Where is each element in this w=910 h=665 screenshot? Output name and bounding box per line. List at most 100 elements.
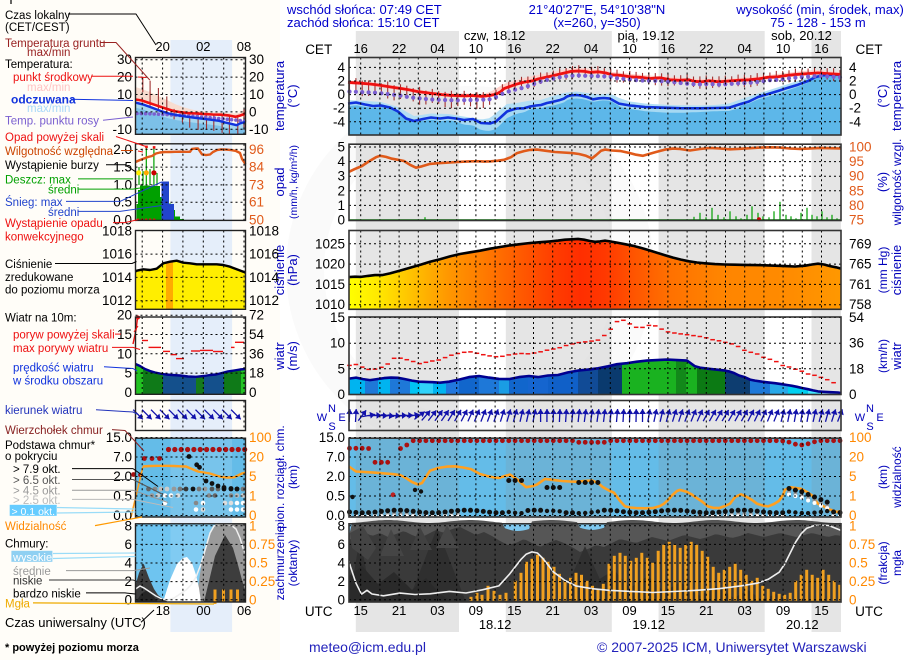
svg-text:7.0: 7.0 <box>113 450 132 465</box>
svg-text:20: 20 <box>849 450 864 465</box>
svg-text:0: 0 <box>124 385 132 400</box>
svg-text:(mm Hg): (mm Hg) <box>876 247 890 294</box>
svg-text:5: 5 <box>849 469 857 484</box>
svg-text:(CET/CEST): (CET/CEST) <box>5 22 70 34</box>
svg-text:0: 0 <box>249 592 257 607</box>
svg-text:09: 09 <box>776 603 790 618</box>
svg-text:(°C): (°C) <box>285 84 300 107</box>
svg-text:10: 10 <box>776 41 790 56</box>
svg-text:73: 73 <box>249 177 264 192</box>
svg-text:2.0: 2.0 <box>113 469 132 484</box>
svg-text:21: 21 <box>545 603 559 618</box>
svg-text:1018: 1018 <box>249 223 279 238</box>
svg-text:Opad powyżej skali: Opad powyżej skali <box>5 132 104 144</box>
svg-text:20: 20 <box>117 70 132 85</box>
svg-text:-4: -4 <box>333 114 345 129</box>
svg-text:1.0: 1.0 <box>113 177 132 192</box>
svg-text:S: S <box>328 421 335 433</box>
svg-text:5: 5 <box>249 469 257 484</box>
svg-text:18: 18 <box>849 361 864 376</box>
svg-text:(°C): (°C) <box>875 84 890 107</box>
svg-text:(oktanty): (oktanty) <box>286 540 300 587</box>
svg-text:100: 100 <box>849 140 872 155</box>
svg-text:poryw powyżej skali: poryw powyżej skali <box>13 330 115 342</box>
svg-text:ciśnienie: ciśnienie <box>889 245 904 296</box>
svg-text:do poziomu morza: do poziomu morza <box>5 285 100 297</box>
svg-text:21: 21 <box>392 603 406 618</box>
svg-text:5: 5 <box>337 140 345 155</box>
svg-text:16: 16 <box>507 41 521 56</box>
svg-text:0: 0 <box>849 387 857 402</box>
svg-text:6: 6 <box>337 537 345 552</box>
svg-text:19.12: 19.12 <box>632 617 665 632</box>
svg-text:1018: 1018 <box>102 223 132 238</box>
svg-text:niskie: niskie <box>13 576 42 588</box>
svg-text:meteo@icm.edu.pl: meteo@icm.edu.pl <box>309 639 426 655</box>
svg-text:-10: -10 <box>112 122 132 137</box>
svg-text:04: 04 <box>737 41 751 56</box>
svg-text:0.5: 0.5 <box>249 556 268 571</box>
svg-text:15.0: 15.0 <box>106 430 132 445</box>
svg-text:16: 16 <box>814 41 828 56</box>
svg-text:20: 20 <box>117 308 132 323</box>
svg-text:Ciśnienie: Ciśnienie <box>5 259 52 271</box>
svg-text:N: N <box>866 403 874 415</box>
svg-text:max/min: max/min <box>27 47 70 59</box>
svg-text:2.0: 2.0 <box>113 142 132 157</box>
svg-text:15: 15 <box>507 603 521 618</box>
svg-text:0: 0 <box>337 213 345 228</box>
svg-text:10: 10 <box>469 41 483 56</box>
svg-text:61: 61 <box>249 195 264 210</box>
svg-text:Czas lokalny: Czas lokalny <box>5 10 70 22</box>
svg-text:zredukowane: zredukowane <box>5 272 73 284</box>
svg-text:widzialność: widzialność <box>890 446 904 508</box>
svg-text:72: 72 <box>249 308 264 323</box>
svg-text:769: 769 <box>849 236 872 251</box>
svg-text:mgła: mgła <box>890 550 904 576</box>
svg-text:-10: -10 <box>249 122 269 137</box>
svg-text:Wystąpienie burzy: Wystąpienie burzy <box>5 160 99 172</box>
svg-text:4: 4 <box>337 556 345 571</box>
svg-text:20: 20 <box>249 70 264 85</box>
svg-text:0.5: 0.5 <box>113 489 132 504</box>
svg-text:2: 2 <box>337 183 345 198</box>
svg-text:1014: 1014 <box>102 270 133 285</box>
svg-text:(m/s): (m/s) <box>285 341 300 371</box>
svg-text:E: E <box>876 412 883 424</box>
svg-text:761: 761 <box>849 277 872 292</box>
svg-text:10: 10 <box>622 41 636 56</box>
svg-text:18: 18 <box>156 603 170 618</box>
svg-text:o pokryciu: o pokryciu <box>5 451 57 463</box>
svg-text:wiatr: wiatr <box>889 342 904 371</box>
svg-text:czw, 18.12: czw, 18.12 <box>464 28 525 43</box>
svg-text:03: 03 <box>737 603 751 618</box>
svg-text:0.75: 0.75 <box>849 537 875 552</box>
svg-text:1012: 1012 <box>102 293 132 308</box>
svg-text:max/min: max/min <box>27 103 70 115</box>
svg-text:02: 02 <box>196 39 210 54</box>
svg-text:1: 1 <box>849 489 857 504</box>
svg-text:0: 0 <box>124 592 132 607</box>
svg-text:22: 22 <box>545 41 559 56</box>
svg-text:15: 15 <box>661 603 675 618</box>
svg-text:22: 22 <box>699 41 713 56</box>
svg-text:18: 18 <box>249 366 264 381</box>
svg-text:0: 0 <box>249 104 257 119</box>
svg-text:(km): (km) <box>876 465 890 489</box>
svg-text:konwekcyjnego: konwekcyjnego <box>5 231 84 243</box>
svg-text:1020: 1020 <box>315 257 345 272</box>
svg-text:0: 0 <box>337 592 345 607</box>
svg-text:5: 5 <box>337 361 345 376</box>
svg-text:16: 16 <box>661 41 675 56</box>
svg-text:Temp. punktu rosy: Temp. punktu rosy <box>5 116 99 128</box>
svg-text:2.0: 2.0 <box>326 469 345 484</box>
svg-text:85: 85 <box>849 183 864 198</box>
svg-text:Chmury:: Chmury: <box>5 539 48 551</box>
svg-text:0.5: 0.5 <box>326 489 345 504</box>
svg-text:75 - 128 - 153 m: 75 - 128 - 153 m <box>770 15 865 30</box>
svg-text:04: 04 <box>584 41 598 56</box>
svg-text:20: 20 <box>249 450 264 465</box>
svg-text:15: 15 <box>814 603 828 618</box>
svg-text:Wystąpienie opadu: Wystąpienie opadu <box>5 218 103 230</box>
svg-text:03: 03 <box>430 603 444 618</box>
